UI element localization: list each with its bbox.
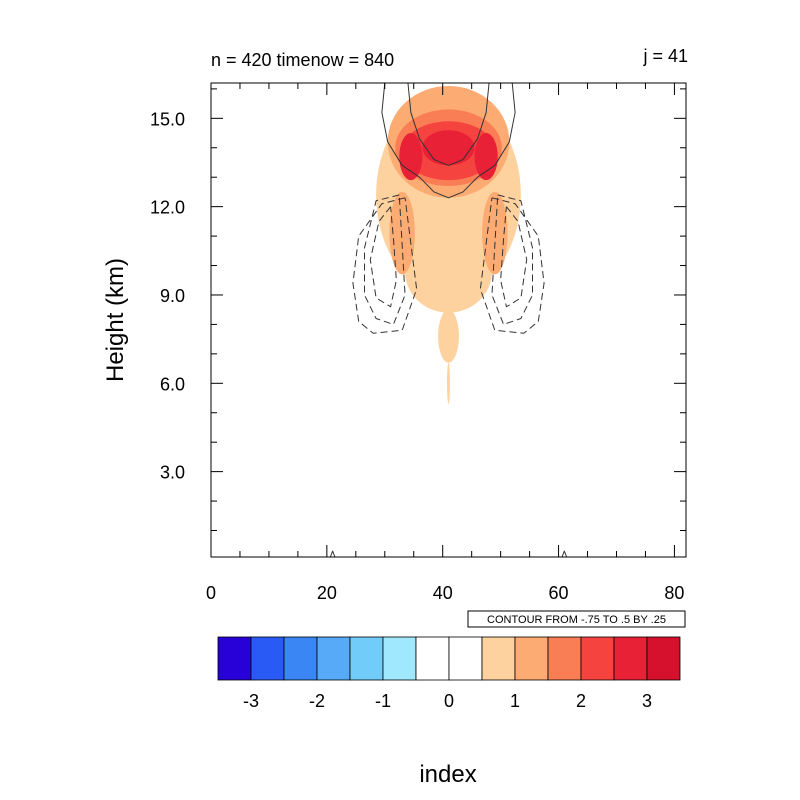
y-tick-label: 15.0 (150, 109, 185, 129)
right-title: j = 41 (642, 46, 688, 66)
colorbar-box-13 (646, 636, 681, 681)
colorbar-box-1 (250, 636, 285, 681)
contour-line-3 (364, 194, 406, 325)
contour-line-0 (381, 83, 516, 199)
filled-region-11 (474, 133, 498, 181)
x-axis-label: index (419, 761, 476, 788)
contour-line-7 (479, 197, 545, 334)
colorbar-label: 2 (576, 691, 586, 711)
colorbar-label: 1 (510, 691, 520, 711)
filled-region-2 (438, 309, 459, 363)
colorbar-label: -2 (309, 691, 325, 711)
colorbar-box-11 (580, 636, 615, 681)
colorbar-box-5 (382, 636, 417, 681)
contour-info-text: CONTOUR FROM -.75 TO .5 BY .25 (487, 614, 666, 626)
x-tick-label: 0 (206, 583, 216, 603)
colorbar-box-10 (547, 636, 582, 681)
contour-line-5 (500, 206, 528, 308)
colorbar-box-7 (448, 636, 483, 681)
filled-region-3 (447, 362, 450, 404)
y-tick-label: 9.0 (160, 286, 185, 306)
plot-fills (376, 85, 521, 404)
left-title: n = 420 timenow = 840 (211, 50, 394, 70)
x-tick-label: 20 (317, 583, 337, 603)
colorbar-box-0 (217, 636, 252, 681)
colorbar-label: -3 (243, 691, 259, 711)
filled-region-5 (389, 191, 415, 275)
x-tick-label: 40 (433, 583, 453, 603)
colorbar-box-4 (349, 636, 384, 681)
colorbar-box-2 (283, 636, 318, 681)
contour-line-1 (407, 83, 490, 166)
colorbar-label: 0 (444, 691, 454, 711)
colorbar-label: 3 (642, 691, 652, 711)
contour-line-2 (369, 206, 397, 308)
contour-line-9 (561, 550, 568, 557)
colorbar-box-9 (514, 636, 549, 681)
contour-line-6 (491, 194, 533, 325)
colorbar-box-3 (316, 636, 351, 681)
filled-region-1 (405, 230, 492, 313)
filled-region-10 (399, 133, 423, 181)
plot-frame (210, 82, 687, 558)
colorbar-box-6 (415, 636, 450, 681)
contour-line-8 (329, 550, 336, 557)
filled-region-9 (422, 130, 475, 166)
plot-ticks: 0 20 40 60 80 3.0 6.0 9.0 12.0 15.0 (150, 83, 686, 603)
colorbar: -3 -2 -1 0 1 2 3 (217, 636, 681, 711)
y-axis-label: Height (km) (102, 258, 129, 382)
x-tick-label: 60 (549, 583, 569, 603)
y-tick-label: 3.0 (160, 463, 185, 483)
y-tick-label: 12.0 (150, 198, 185, 218)
plot-contour-lines (329, 83, 568, 557)
colorbar-label: -1 (375, 691, 391, 711)
x-tick-label: 80 (664, 583, 684, 603)
filled-region-6 (482, 191, 508, 275)
y-tick-label: 6.0 (160, 374, 185, 394)
colorbar-box-12 (613, 636, 648, 681)
contour-line-4 (352, 197, 418, 334)
contour-info-box: CONTOUR FROM -.75 TO .5 BY .25 (467, 610, 686, 628)
colorbar-box-8 (481, 636, 516, 681)
